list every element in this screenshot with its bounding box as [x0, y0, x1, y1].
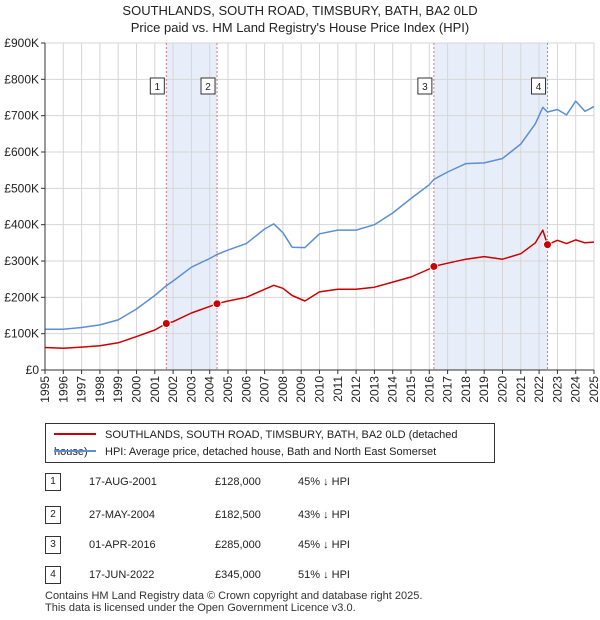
sale-date: 17-AUG-2001 [89, 476, 157, 488]
x-tick-label: 2020 [496, 376, 510, 403]
x-tick-label: 2012 [349, 376, 363, 403]
y-tick-label: £400K [4, 218, 39, 232]
hpi-series-line [45, 100, 595, 331]
x-tick-label: 2018 [459, 376, 473, 403]
legend-item-hpi: HPI: Average price, detached house, Bath… [54, 444, 436, 461]
x-tick-label: 2019 [477, 376, 491, 403]
sale-label-text: 4 [536, 82, 542, 93]
y-tick-label: £100K [4, 327, 39, 341]
x-tick-label: 2004 [203, 376, 217, 403]
sale-label-box [200, 77, 216, 95]
sale-price: £128,000 [215, 476, 261, 488]
x-tick-label: 2005 [221, 376, 235, 403]
sales-table-row: 3 01-APR-2016 £285,000 45% ↓ HPI [45, 535, 465, 555]
footer-licence: This data is licensed under the Open Gov… [45, 602, 356, 614]
x-tick-label: 2009 [294, 376, 308, 403]
y-tick-label: £500K [4, 181, 39, 195]
x-tick-label: 2010 [313, 376, 327, 403]
sale-point [429, 261, 439, 271]
y-tick-label: £0 [26, 363, 40, 377]
sale-number-badge: 1 [45, 473, 61, 491]
sale-price: £182,500 [215, 509, 261, 521]
sale-point [161, 318, 171, 328]
sale-label-box [531, 77, 547, 95]
y-tick-label: £800K [4, 72, 39, 86]
x-tick-label: 2024 [569, 376, 583, 403]
legend: SOUTHLANDS, SOUTH ROAD, TIMSBURY, BATH, … [45, 423, 495, 463]
sale-price: £345,000 [215, 569, 261, 581]
x-tick-label: 2007 [258, 376, 272, 403]
y-tick-label: £300K [4, 254, 39, 268]
chart-title-line2: Price paid vs. HM Land Registry's House … [130, 20, 470, 35]
legend-item-property: SOUTHLANDS, SOUTH ROAD, TIMSBURY, BATH, … [54, 427, 494, 458]
x-tick-label: 1996 [56, 376, 70, 403]
sale-point [212, 299, 222, 309]
sale-hpi-diff: 51% ↓ HPI [298, 569, 350, 581]
sale-hpi-diff: 43% ↓ HPI [298, 509, 350, 521]
chart-title: SOUTHLANDS, SOUTH ROAD, TIMSBURY, BATH, … [0, 2, 600, 36]
x-tick-label: 2025 [587, 376, 600, 403]
x-tick-label: 2006 [239, 376, 253, 403]
x-tick-label: 2021 [514, 376, 528, 403]
x-tick-label: 2003 [184, 376, 198, 403]
x-tick-label: 2016 [422, 376, 436, 403]
sale-date: 27-MAY-2004 [89, 509, 156, 521]
legend-swatch-hpi [54, 450, 96, 453]
y-tick-label: £200K [4, 290, 39, 304]
sale-date: 17-JUN-2022 [89, 569, 155, 581]
x-tick-label: 2014 [386, 376, 400, 403]
x-tick-label: 2008 [276, 376, 290, 403]
sale-price: £285,000 [215, 539, 261, 551]
footer: Contains HM Land Registry data © Crown c… [45, 590, 422, 614]
x-tick-label: 2015 [404, 376, 418, 403]
sale-number-badge: 4 [45, 566, 61, 584]
sales-table-row: 1 17-AUG-2001 £128,000 45% ↓ HPI [45, 472, 465, 492]
footer-copyright: Contains HM Land Registry data © Crown c… [45, 590, 423, 602]
sale-hpi-diff: 45% ↓ HPI [298, 476, 350, 488]
x-tick-label: 2017 [441, 376, 455, 403]
sale-point [543, 240, 553, 250]
sale-label-text: 2 [205, 82, 211, 93]
legend-label-hpi: HPI: Average price, detached house, Bath… [105, 446, 437, 458]
y-tick-label: £600K [4, 145, 39, 159]
property-series-line [44, 229, 595, 349]
sales-table-row: 4 17-JUN-2022 £345,000 51% ↓ HPI [45, 565, 465, 585]
sale-label-text: 3 [422, 82, 428, 93]
x-tick-label: 2023 [550, 376, 564, 403]
sale-label-text: 1 [155, 82, 161, 93]
sale-number-badge: 2 [45, 506, 61, 524]
x-tick-label: 1999 [111, 376, 125, 403]
price-chart: 1 2 3 4 £0 £100K £200K £300K £400K £500K £600K £700… [4, 36, 600, 403]
sale-label-box [417, 77, 433, 95]
x-tick-label: 1998 [93, 376, 107, 403]
legend-swatch-property [54, 433, 96, 436]
x-tick-label: 1997 [75, 376, 89, 403]
x-tick-label: 2022 [532, 376, 546, 403]
sale-date: 01-APR-2016 [89, 539, 156, 551]
chart-title-line1: SOUTHLANDS, SOUTH ROAD, TIMSBURY, BATH, … [122, 3, 478, 18]
x-tick-label: 2001 [148, 376, 162, 403]
x-tick-label: 2013 [367, 376, 381, 403]
x-tick-label: 2011 [331, 376, 345, 402]
x-tick-label: 2000 [130, 376, 144, 403]
y-tick-label: £700K [4, 109, 39, 123]
shaded-range [433, 43, 548, 370]
sale-hpi-diff: 45% ↓ HPI [298, 539, 350, 551]
x-tick-label: 1995 [38, 376, 52, 403]
x-tick-label: 2002 [166, 376, 180, 403]
y-tick-label: £900K [4, 36, 39, 50]
sales-table-row: 2 27-MAY-2004 £182,500 43% ↓ HPI [45, 505, 465, 525]
sale-number-badge: 3 [45, 536, 61, 554]
sale-label-box [149, 77, 165, 95]
